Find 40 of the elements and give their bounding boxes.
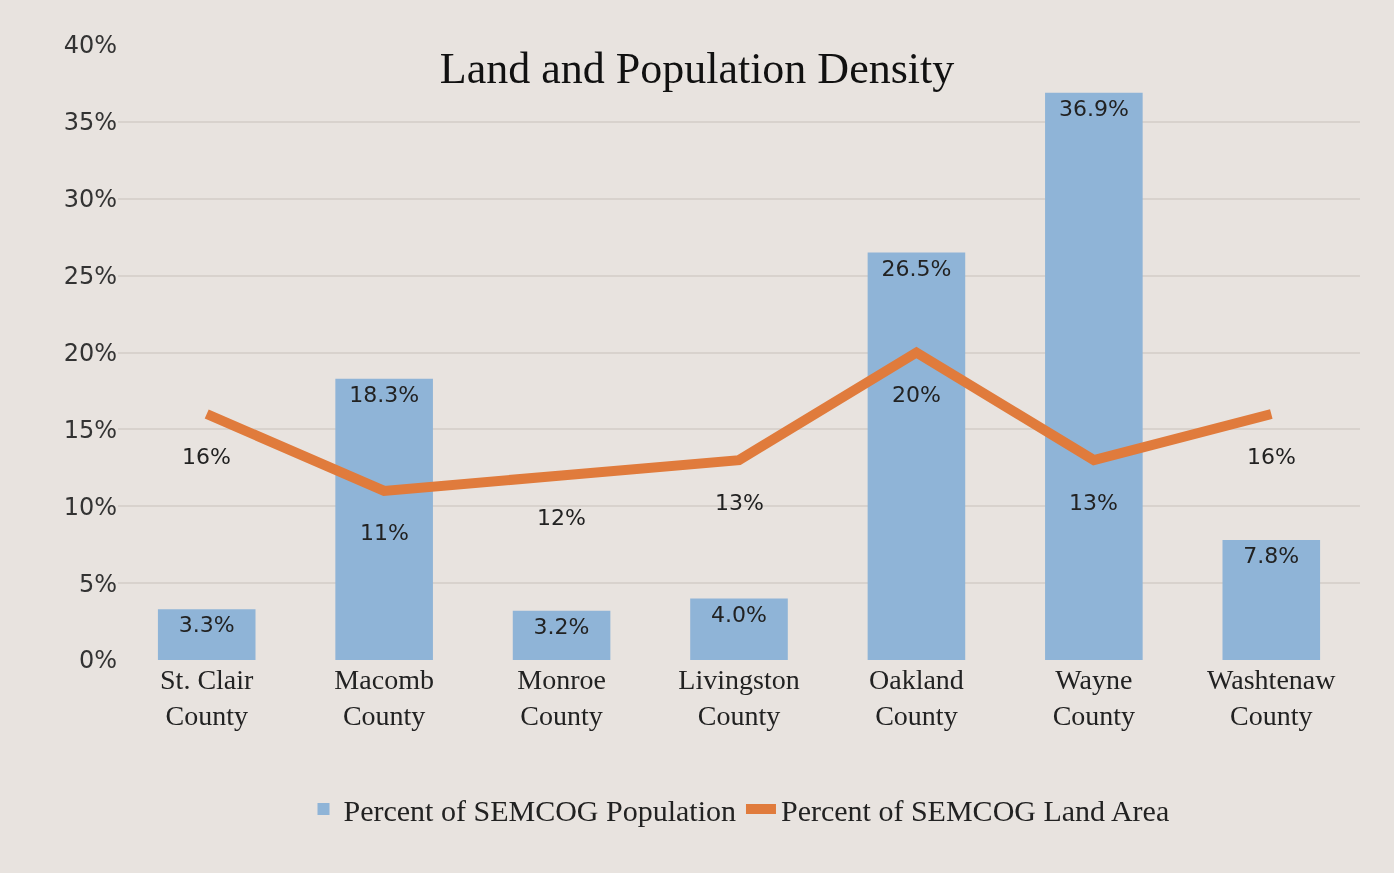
y-tick-label: 5% [78,569,117,598]
bar [157,609,256,660]
x-tick-label: St. Clair County [160,664,255,732]
data-label: 4.0% [711,601,767,627]
data-label: 3.2% [533,613,590,639]
bar [512,610,611,660]
y-tick-label: 30% [63,185,117,214]
data-label: 26.5% [881,255,952,281]
x-tick-label: Livingston County [678,664,800,732]
bar [335,378,433,660]
data-label: 20% [892,382,941,407]
y-tick-label: 10% [63,492,117,521]
data-label: 13% [715,490,764,515]
data-label: 11% [360,520,409,545]
data-label: 36.9% [1058,95,1129,121]
y-tick-label: 35% [63,108,117,137]
x-tick-label: Macomb County [334,664,434,732]
y-tick-label: 15% [63,415,117,444]
bar [867,252,966,660]
data-label: 16% [1247,444,1296,469]
data-label: 13% [1069,490,1118,515]
data-label: 3.3% [178,612,235,638]
legend-label: Percent of SEMCOG Land Area [780,793,1170,827]
data-label: 16% [182,444,231,469]
chart-title: Land and Population Density [439,44,955,94]
bar [1045,92,1143,660]
data-label: 12% [537,505,586,530]
x-tick-label: Monroe County [517,664,606,732]
x-tick-label: Oakland County [869,664,964,732]
bar [690,598,788,660]
bar [1222,540,1321,660]
data-label: 18.3% [349,381,420,407]
y-tick-label: 0% [78,646,117,675]
y-tick-label: 25% [63,262,117,291]
y-tick-label: 20% [63,338,117,367]
x-tick-label: Wayne County [1052,664,1136,732]
legend-label: Percent of SEMCOG Population [343,793,736,827]
y-tick-label: 40% [63,31,117,60]
x-tick-label: Washtenaw County [1207,664,1337,732]
data-label: 7.8% [1243,543,1300,569]
